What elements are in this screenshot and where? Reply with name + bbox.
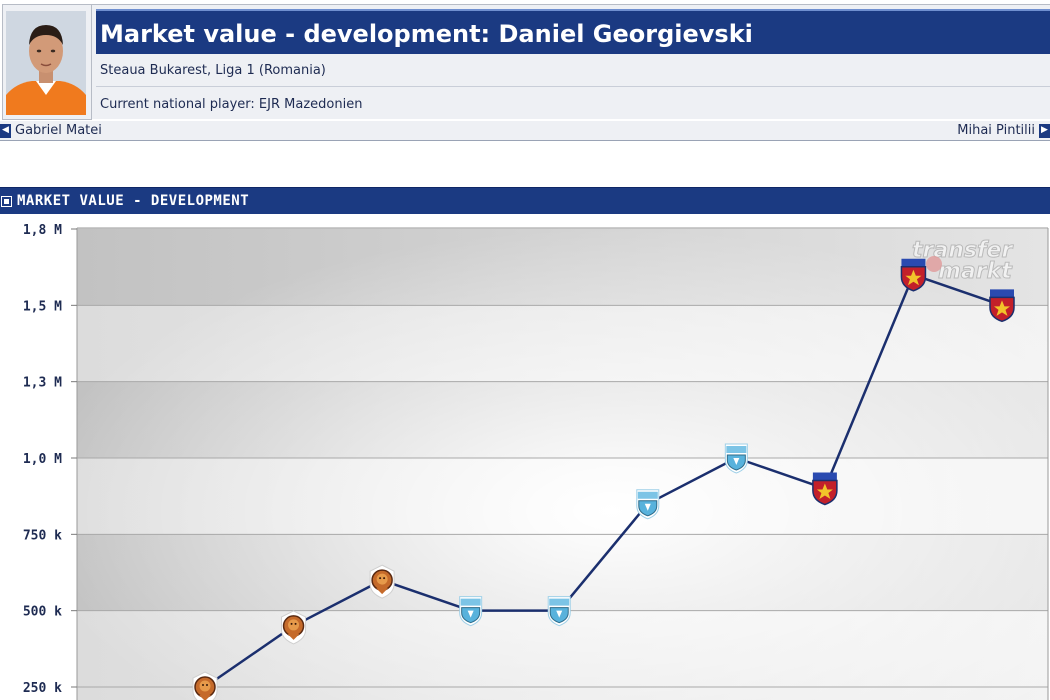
previous-player-label: Gabriel Matei (15, 123, 102, 138)
light-blue-crest-icon[interactable] (724, 443, 748, 474)
y-tick-label: 1,5 M (23, 299, 62, 314)
player-navigation: ◀ Gabriel Matei Mihai Pintilii ▶ (0, 121, 1050, 141)
previous-player-link[interactable]: ◀ Gabriel Matei (0, 123, 102, 138)
watermark-line1: transfer (912, 238, 1013, 263)
player-photo-frame (2, 4, 92, 120)
light-blue-crest-icon[interactable] (547, 596, 571, 627)
watermark-dot-icon (926, 256, 942, 272)
player-header: Market value - development: Daniel Georg… (0, 0, 1050, 142)
market-value-chart-svg: 1,8 M 1,5 M 1,3 M 1,0 M 750 k 500 k 250 k tran… (23, 223, 1049, 700)
watermark-line2: markt (938, 259, 1013, 284)
steaua-star-crest-icon[interactable] (900, 258, 927, 292)
y-tick-label: 1,3 M (23, 376, 62, 391)
chevron-right-icon: ▶ (1039, 123, 1050, 138)
y-tick-label: 500 k (23, 605, 62, 620)
y-tick-label: 1,8 M (23, 223, 62, 238)
chevron-left-icon: ◀ (0, 123, 11, 138)
page-title: Market value - development: Daniel Georg… (100, 20, 753, 48)
section-square-icon (1, 196, 12, 207)
light-blue-crest-icon[interactable] (459, 596, 483, 627)
player-photo (6, 11, 86, 115)
market-value-chart: 1,8 M 1,5 M 1,3 M 1,0 M 750 k 500 k 250 k tran… (0, 214, 1050, 700)
y-tick-label: 1,0 M (23, 452, 62, 467)
steaua-star-crest-icon[interactable] (812, 472, 838, 506)
next-player-label: Mihai Pintilii (957, 123, 1035, 138)
info-divider (96, 86, 1050, 87)
club-info: Steaua Bukarest, Liga 1 (Romania) (100, 63, 326, 78)
player-info-box: Market value - development: Daniel Georg… (92, 4, 1050, 119)
national-player-info: Current national player: EJR Mazedonien (100, 97, 363, 112)
orange-lion-crest-icon[interactable] (281, 610, 307, 645)
light-blue-crest-icon[interactable] (636, 489, 660, 520)
player-avatar-icon (6, 11, 86, 115)
steaua-star-crest-icon[interactable] (989, 289, 1015, 323)
market-value-line (204, 273, 1003, 689)
y-tick-label: 250 k (23, 681, 62, 696)
title-bar: Market value - development: Daniel Georg… (96, 9, 1050, 54)
section-title: MARKET VALUE - DEVELOPMENT (17, 193, 250, 209)
next-player-link[interactable]: Mihai Pintilii ▶ (957, 123, 1050, 138)
orange-lion-crest-icon[interactable] (369, 564, 395, 599)
y-tick-label: 750 k (23, 528, 62, 543)
section-header: MARKET VALUE - DEVELOPMENT (0, 187, 1050, 214)
transfermarkt-watermark: transfer markt (912, 238, 1014, 285)
orange-lion-crest-icon[interactable] (192, 671, 218, 700)
